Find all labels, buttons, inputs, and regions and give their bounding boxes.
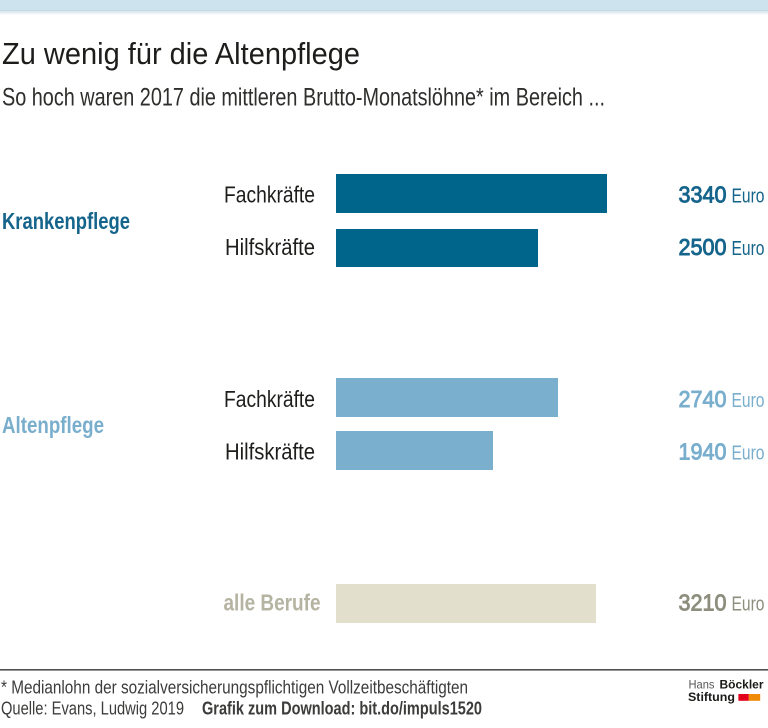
svg-text:Zu wenig für die Altenpflege: Zu wenig für die Altenpflege	[2, 36, 360, 71]
svg-text:Krankenpflege: Krankenpflege	[2, 208, 130, 234]
svg-text:Hilfskräfte: Hilfskräfte	[225, 234, 315, 260]
svg-text:Altenpflege: Altenpflege	[2, 412, 104, 438]
svg-text:Grafik zum Download: bit.do/im: Grafik zum Download: bit.do/impuls1520	[202, 699, 482, 719]
svg-text:Fachkräfte: Fachkräfte	[224, 182, 315, 208]
svg-text:Euro: Euro	[732, 443, 765, 465]
svg-text:Quelle: Evans, Ludwig 2019: Quelle: Evans, Ludwig 2019	[1, 699, 184, 719]
svg-text:Euro: Euro	[732, 186, 765, 208]
svg-text:Fachkräfte: Fachkräfte	[224, 386, 315, 412]
svg-text:Euro: Euro	[732, 594, 765, 616]
svg-text:* Medianlohn der sozialversich: * Medianlohn der sozialversicherungspfli…	[1, 678, 468, 698]
svg-text:alle Berufe: alle Berufe	[224, 590, 321, 616]
svg-text:Hilfskräfte: Hilfskräfte	[225, 439, 315, 465]
svg-text:Euro: Euro	[732, 238, 765, 260]
svg-text:Hans: Hans	[689, 678, 715, 692]
svg-text:Böckler: Böckler	[720, 678, 764, 692]
svg-text:Stiftung: Stiftung	[688, 690, 735, 704]
svg-text:So hoch waren 2017 die mittler: So hoch waren 2017 die mittleren Brutto-…	[2, 84, 605, 112]
svg-text:3340: 3340	[679, 182, 727, 208]
svg-text:2740: 2740	[679, 386, 727, 412]
svg-text:1940: 1940	[679, 439, 727, 465]
svg-text:3210: 3210	[679, 590, 727, 616]
svg-text:Euro: Euro	[732, 390, 765, 412]
svg-text:2500: 2500	[679, 234, 727, 260]
